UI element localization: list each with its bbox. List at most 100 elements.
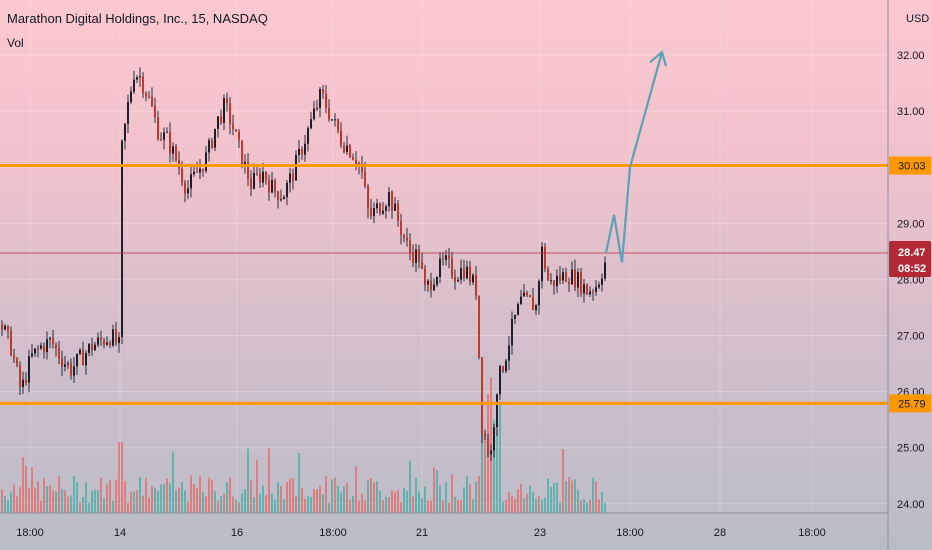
volume-bar	[13, 484, 15, 513]
volume-bar	[583, 499, 585, 513]
candle-body	[367, 185, 369, 209]
candle-body	[337, 119, 339, 131]
candle-body	[106, 342, 108, 345]
candle-body	[46, 339, 48, 353]
candle-body	[220, 116, 222, 123]
candle-body	[469, 266, 471, 283]
volume-bar	[421, 498, 423, 513]
candle-body	[115, 329, 117, 343]
volume-bar	[412, 496, 414, 513]
volume-bar	[139, 476, 141, 513]
level-price-badge	[889, 156, 931, 175]
candle-body	[406, 237, 408, 241]
candle-body	[541, 246, 543, 282]
volume-bar	[340, 492, 342, 513]
volume-bar	[286, 481, 288, 513]
volume-bar	[544, 497, 546, 513]
volume-bar	[319, 485, 321, 513]
candle-body	[238, 131, 240, 141]
candle-body	[433, 284, 435, 291]
candle-body	[250, 178, 252, 189]
candle-body	[370, 208, 372, 217]
symbol-title: Marathon Digital Holdings, Inc., 15, NAS…	[7, 11, 268, 26]
candle-body	[100, 337, 102, 341]
candle-body	[16, 358, 18, 366]
volume-bar	[457, 499, 459, 513]
volume-bar	[349, 499, 351, 513]
volume-bar	[565, 480, 567, 513]
candle-body	[562, 272, 564, 281]
candle-body	[511, 318, 513, 346]
candle-body	[550, 280, 552, 282]
candle-body	[310, 119, 312, 129]
candle-body	[226, 98, 228, 104]
volume-bar	[520, 483, 522, 513]
volume-bar	[280, 485, 282, 513]
volume-bar	[133, 491, 135, 513]
volume-bar	[76, 482, 78, 513]
volume-bar	[211, 479, 213, 513]
volume-bar	[466, 476, 468, 513]
candle-body	[151, 96, 153, 107]
candle-body	[355, 159, 357, 165]
candle-body	[49, 337, 51, 340]
volume-bar	[4, 496, 6, 513]
volume-bar	[145, 478, 147, 513]
candle-body	[313, 108, 315, 120]
current-price-value: 28.47	[898, 247, 926, 259]
volume-bar	[16, 496, 18, 513]
volume-bar	[559, 502, 561, 513]
volume-bar	[325, 476, 327, 513]
x-tick-label: 16	[231, 527, 243, 539]
volume-bar	[100, 477, 102, 513]
candle-body	[142, 76, 144, 93]
candle-body	[304, 143, 306, 155]
candle-body	[574, 269, 576, 288]
candle-body	[58, 348, 60, 359]
candle-body	[214, 128, 216, 148]
candle-body	[397, 203, 399, 221]
volume-bar	[475, 481, 477, 513]
volume-bar	[229, 477, 231, 513]
candle-body	[556, 275, 558, 287]
candle-body	[331, 119, 333, 121]
candle-body	[382, 210, 384, 214]
candle-body	[499, 366, 501, 395]
volume-bar	[10, 491, 12, 513]
level-price-badge	[889, 394, 931, 413]
candle-body	[247, 161, 249, 179]
candle-body	[118, 337, 120, 343]
candle-body	[535, 305, 537, 311]
candle-body	[487, 437, 489, 455]
candle-body	[601, 278, 603, 285]
candle-body	[427, 280, 429, 285]
forecast-path[interactable]	[604, 51, 664, 263]
volume-bar	[31, 467, 33, 513]
candle-body	[565, 272, 567, 282]
volume-bar	[49, 484, 51, 513]
candle-body	[385, 206, 387, 211]
volume-bar	[298, 452, 300, 513]
volume-bar	[547, 478, 549, 513]
candle-body	[526, 292, 528, 296]
candle-body	[376, 203, 378, 209]
candle-body	[61, 358, 63, 367]
candle-body	[217, 116, 219, 129]
candle-body	[55, 344, 57, 349]
volume-bar	[190, 475, 192, 513]
candle-body	[19, 365, 21, 387]
volume-bar	[304, 498, 306, 513]
volume-bar	[400, 502, 402, 513]
candle-body	[97, 337, 99, 345]
candle-body	[592, 291, 594, 293]
volume-bar	[196, 488, 198, 513]
volume-bar	[409, 460, 411, 513]
candle-body	[253, 172, 255, 189]
volume-bar	[355, 465, 357, 513]
volume-bar	[25, 465, 27, 513]
candle-body	[289, 173, 291, 183]
candle-body	[91, 343, 93, 351]
volume-bar	[301, 487, 303, 513]
